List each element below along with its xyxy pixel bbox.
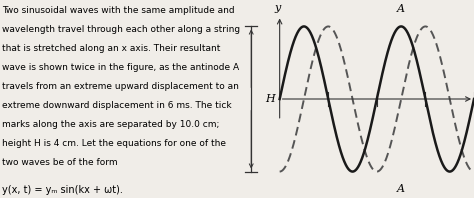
Text: marks along the axis are separated by 10.0 cm;: marks along the axis are separated by 10… bbox=[2, 120, 220, 129]
Text: A: A bbox=[397, 4, 405, 14]
Text: y: y bbox=[274, 3, 281, 13]
Text: travels from an extreme upward displacement to an: travels from an extreme upward displacem… bbox=[2, 82, 239, 91]
Text: y(x, t) = yₘ sin(kx + ωt).: y(x, t) = yₘ sin(kx + ωt). bbox=[2, 185, 123, 195]
Text: height H is 4 cm. Let the equations for one of the: height H is 4 cm. Let the equations for … bbox=[2, 139, 227, 148]
Text: wavelength travel through each other along a string: wavelength travel through each other alo… bbox=[2, 25, 240, 34]
Text: wave is shown twice in the figure, as the antinode A: wave is shown twice in the figure, as th… bbox=[2, 63, 239, 72]
Text: Two sinusoidal waves with the same amplitude and: Two sinusoidal waves with the same ampli… bbox=[2, 6, 235, 15]
Text: H: H bbox=[265, 94, 275, 104]
Text: A: A bbox=[397, 184, 405, 194]
Text: that is stretched along an x axis. Their resultant: that is stretched along an x axis. Their… bbox=[2, 44, 221, 53]
Text: extreme downward displacement in 6 ms. The tick: extreme downward displacement in 6 ms. T… bbox=[2, 101, 232, 110]
Text: two waves be of the form: two waves be of the form bbox=[2, 158, 118, 167]
